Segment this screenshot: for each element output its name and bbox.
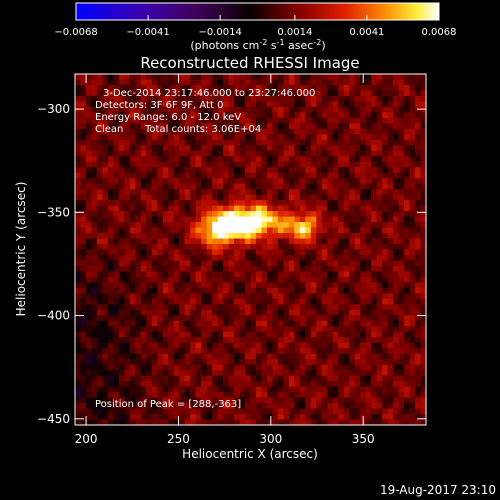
colorbar-ticks: −0.0068 −0.0041 −0.0014 0.0014 0.0041 0.0068 (54, 15, 457, 38)
colorbar-tick-label: −0.0014 (198, 27, 241, 38)
colorbar: −0.0068 −0.0041 −0.0014 0.0014 0.0041 0.0068 … (54, 2, 457, 52)
annotation-total-counts: Total counts: 3.06E+04 (144, 124, 261, 135)
y-tick-label: −450 (37, 412, 70, 426)
y-axis-label: Heliocentric Y (arcsec) (14, 182, 28, 317)
x-axis-label: Heliocentric X (arcsec) (182, 447, 318, 461)
annotation-clean: Clean (95, 124, 123, 135)
colorbar-tick-label: −0.0068 (54, 27, 97, 38)
y-tick-label: −350 (37, 205, 70, 219)
y-tick-label: −400 (37, 309, 70, 323)
colorbar-tick-label: 0.0041 (349, 27, 384, 38)
annotation-time-range: 3-Dec-2014 23:17:46.000 to 23:27:46.000 (103, 88, 315, 99)
footer-timestamp: 19-Aug-2017 23:10 (380, 483, 496, 497)
x-tick-label: 300 (259, 432, 282, 446)
annotation-peak-position: Position of Peak = [288,-363] (95, 399, 241, 410)
x-tick-label: 250 (167, 432, 190, 446)
plot-frame (74, 73, 427, 426)
y-axis: −300 −350 −400 −450 (37, 102, 426, 426)
plot-area: 200 250 300 350 −300 −350 −400 −450 (37, 73, 427, 446)
x-axis: 200 250 300 350 (75, 74, 375, 446)
colorbar-gradient (75, 2, 440, 21)
annotation-detectors: Detectors: 3F 6F 9F, Att 0 (95, 100, 223, 111)
chart-title: Reconstructed RHESSI Image (140, 54, 359, 72)
annotation-energy-range: Energy Range: 6.0 - 12.0 keV (95, 112, 241, 123)
colorbar-tick-label: 0.0014 (277, 27, 312, 38)
colorbar-tick-label: −0.0041 (126, 27, 169, 38)
colorbar-tick-label: 0.0068 (422, 27, 457, 38)
annotation-block: 3-Dec-2014 23:17:46.000 to 23:27:46.000 … (95, 88, 315, 410)
colorbar-unit-label: (photons cm-2 s-1 asec-2) (190, 38, 325, 52)
y-tick-label: −300 (37, 102, 70, 116)
x-tick-label: 350 (352, 432, 375, 446)
x-tick-label: 200 (75, 432, 98, 446)
